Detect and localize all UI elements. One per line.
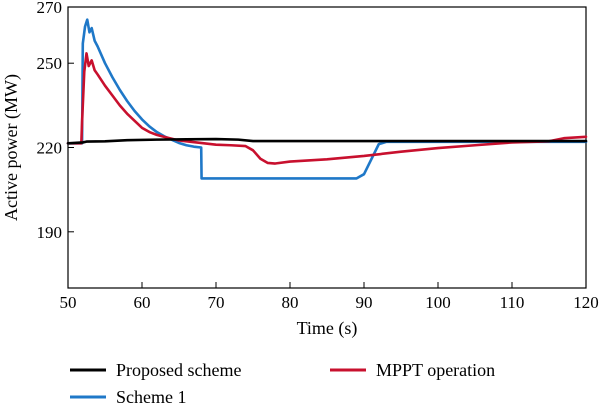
x-tick-label: 120 bbox=[573, 293, 599, 312]
x-tick-label: 60 bbox=[134, 293, 151, 312]
y-tick-label: 270 bbox=[37, 0, 63, 17]
series-line-1 bbox=[66, 137, 588, 145]
legend-label: MPPT operation bbox=[376, 360, 495, 380]
x-tick-label: 70 bbox=[208, 293, 225, 312]
x-tick-label: 90 bbox=[356, 293, 373, 312]
x-tick-label: 50 bbox=[60, 293, 77, 312]
x-tick-label: 100 bbox=[425, 293, 451, 312]
x-axis: 50 60 70 80 90 100 110 120 bbox=[60, 282, 599, 312]
x-tick-label: 110 bbox=[500, 293, 525, 312]
series-line-3 bbox=[66, 52, 588, 165]
legend-label: Scheme 1 bbox=[116, 387, 186, 404]
series-line-2 bbox=[66, 18, 588, 180]
x-axis-title: Time (s) bbox=[297, 318, 358, 339]
x-tick-label: 80 bbox=[282, 293, 299, 312]
legend-label: Proposed scheme bbox=[116, 360, 241, 380]
y-tick-label: 250 bbox=[37, 54, 63, 73]
y-tick-label: 190 bbox=[37, 223, 63, 242]
plot-area bbox=[66, 6, 588, 289]
y-tick-label: 220 bbox=[37, 139, 63, 158]
y-axis-title: Active power (MW) bbox=[1, 74, 22, 221]
y-axis: 190 220 250 270 bbox=[37, 0, 74, 242]
legend: Proposed scheme Scheme 1 MPPT operation bbox=[70, 360, 495, 404]
plot-frame bbox=[67, 6, 587, 289]
series-group bbox=[66, 18, 588, 180]
